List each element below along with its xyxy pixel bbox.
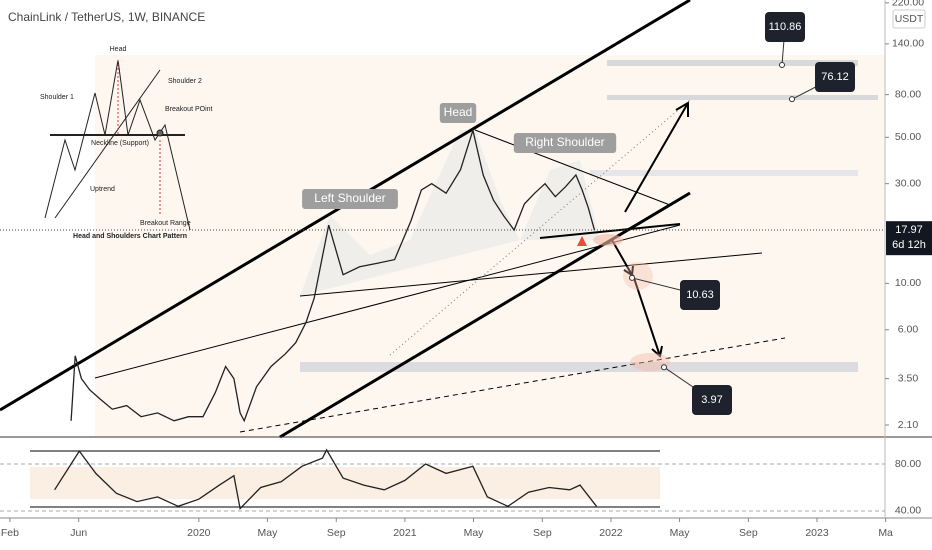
- last-price: 17.97: [895, 224, 923, 236]
- pattern-shade: [300, 130, 520, 296]
- y-tick-label: 80.00: [895, 458, 921, 470]
- zone: [590, 170, 858, 176]
- x-tick-label: 2023: [805, 527, 829, 539]
- inset-label: Shoulder 2: [168, 78, 202, 85]
- target-box: [815, 62, 855, 92]
- target-point: [789, 96, 795, 103]
- pattern-shade: [520, 160, 600, 240]
- y-tick-label: 6.00: [898, 324, 919, 336]
- x-tick-label: Jun: [70, 527, 87, 539]
- rsi-band: [30, 467, 660, 499]
- x-tick-label: Sep: [739, 527, 758, 539]
- y-tick-label: 140.00: [892, 38, 924, 50]
- inset-label: Uptrend: [90, 186, 115, 193]
- last-price-box: [886, 221, 932, 256]
- inset-title: Head and Shoulders Chart Pattern: [73, 233, 187, 240]
- target-label: 3.97: [701, 394, 722, 406]
- x-tick-label: May: [670, 527, 691, 539]
- inset-label: Head: [110, 46, 127, 53]
- pattern-label: Left Shoulder: [314, 191, 385, 205]
- target-label: 110.86: [769, 21, 802, 33]
- target-box: [692, 385, 732, 415]
- zone: [607, 95, 878, 100]
- inset-label: Breakout POint: [165, 106, 213, 113]
- y-tick-label: 50.00: [895, 131, 921, 143]
- y-tick-label: 40.00: [895, 505, 921, 517]
- y-tick-label: 10.00: [895, 277, 921, 289]
- pattern-label-box: [513, 133, 617, 153]
- highlight: [630, 353, 670, 371]
- target-label: 10.63: [686, 289, 714, 301]
- x-tick-label: May: [464, 527, 485, 539]
- y-tick-label: 220.00: [892, 0, 924, 9]
- inset-diagram: [44, 59, 191, 231]
- x-tick-label: 2021: [393, 527, 417, 539]
- x-tick-label: Sep: [533, 527, 552, 539]
- y-tick-label: 30.00: [895, 177, 921, 189]
- pattern-label: Head: [444, 105, 473, 119]
- warning-icon: [577, 236, 587, 246]
- pattern-label: Right Shoulder: [525, 135, 604, 149]
- target-box: [680, 280, 720, 310]
- price-line: [54, 448, 598, 510]
- zone: [607, 60, 858, 66]
- x-tick-label: 2020: [187, 527, 211, 539]
- x-tick-label: May: [258, 527, 279, 539]
- target-label: 76.12: [821, 71, 849, 83]
- chart-title: ChainLink / TetherUS, 1W, BINANCE: [8, 10, 205, 24]
- inset-label: Shoulder 1: [40, 94, 74, 101]
- target-point: [779, 62, 785, 69]
- target-box: [765, 12, 805, 42]
- highlight: [623, 262, 653, 290]
- price-line: [70, 127, 596, 423]
- pattern-label-box: [439, 103, 477, 123]
- currency-box: [892, 9, 926, 29]
- highlight: [593, 234, 623, 246]
- target-point: [629, 274, 635, 281]
- y-tick-label: 3.50: [898, 372, 919, 384]
- x-tick-label: Feb: [1, 527, 19, 539]
- inset-label: Breakout Range: [140, 220, 191, 227]
- y-tick-label: 2.10: [898, 419, 919, 431]
- countdown: 6d 12h: [892, 239, 926, 251]
- currency: USDT: [895, 13, 924, 25]
- x-tick-label: Sep: [327, 527, 346, 539]
- zone: [300, 362, 858, 372]
- x-tick-label: 2022: [599, 527, 623, 539]
- target-point: [661, 364, 667, 371]
- inset-label: Neckline (Support): [91, 140, 149, 147]
- pattern-label-box: [302, 189, 398, 209]
- y-tick-label: 80.00: [895, 88, 921, 100]
- x-tick-label: Ma: [878, 527, 893, 539]
